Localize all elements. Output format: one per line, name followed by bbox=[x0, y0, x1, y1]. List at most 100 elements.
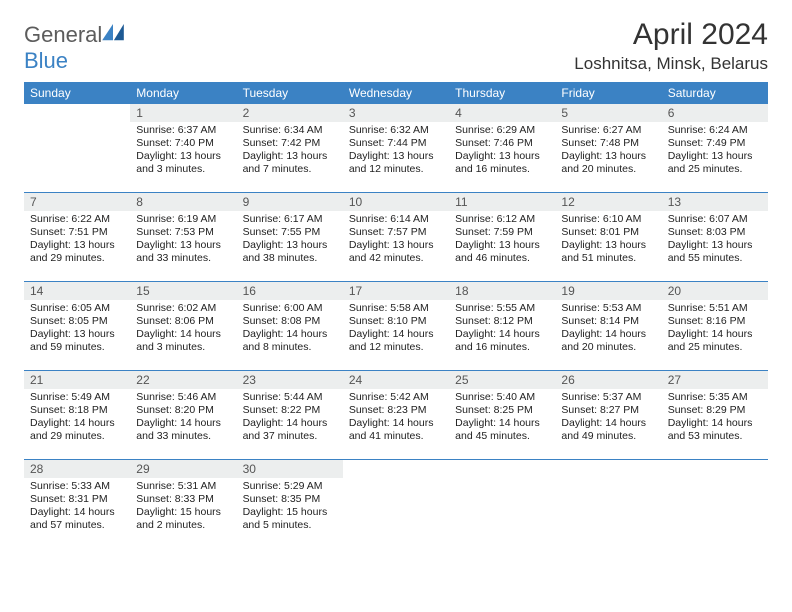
week-row: 21Sunrise: 5:49 AMSunset: 8:18 PMDayligh… bbox=[24, 371, 768, 460]
daylight-text: Daylight: 14 hours and 25 minutes. bbox=[668, 328, 762, 354]
brand-triangle-icon bbox=[102, 24, 124, 42]
day-number: 5 bbox=[555, 104, 661, 122]
sunset-text: Sunset: 8:16 PM bbox=[668, 315, 762, 328]
daylight-text: Daylight: 14 hours and 3 minutes. bbox=[136, 328, 230, 354]
sunrise-text: Sunrise: 6:17 AM bbox=[243, 213, 337, 226]
sunrise-text: Sunrise: 6:37 AM bbox=[136, 124, 230, 137]
day-info: Sunrise: 5:42 AMSunset: 8:23 PMDaylight:… bbox=[343, 389, 449, 448]
day-cell: 18Sunrise: 5:55 AMSunset: 8:12 PMDayligh… bbox=[449, 282, 555, 370]
daylight-text: Daylight: 14 hours and 16 minutes. bbox=[455, 328, 549, 354]
day-cell: 11Sunrise: 6:12 AMSunset: 7:59 PMDayligh… bbox=[449, 193, 555, 281]
daylight-text: Daylight: 14 hours and 8 minutes. bbox=[243, 328, 337, 354]
day-number: 6 bbox=[662, 104, 768, 122]
sunset-text: Sunset: 8:08 PM bbox=[243, 315, 337, 328]
sunrise-text: Sunrise: 6:10 AM bbox=[561, 213, 655, 226]
day-info: Sunrise: 6:07 AMSunset: 8:03 PMDaylight:… bbox=[662, 211, 768, 270]
weeks-container: 1Sunrise: 6:37 AMSunset: 7:40 PMDaylight… bbox=[24, 104, 768, 548]
sunrise-text: Sunrise: 6:14 AM bbox=[349, 213, 443, 226]
sunrise-text: Sunrise: 6:19 AM bbox=[136, 213, 230, 226]
sunset-text: Sunset: 8:12 PM bbox=[455, 315, 549, 328]
sunset-text: Sunset: 8:22 PM bbox=[243, 404, 337, 417]
day-cell: 21Sunrise: 5:49 AMSunset: 8:18 PMDayligh… bbox=[24, 371, 130, 459]
day-number: 8 bbox=[130, 193, 236, 211]
daylight-text: Daylight: 13 hours and 12 minutes. bbox=[349, 150, 443, 176]
day-number: 17 bbox=[343, 282, 449, 300]
day-cell bbox=[343, 460, 449, 548]
day-info: Sunrise: 6:37 AMSunset: 7:40 PMDaylight:… bbox=[130, 122, 236, 181]
day-number: 16 bbox=[237, 282, 343, 300]
month-title: April 2024 bbox=[574, 18, 768, 52]
daylight-text: Daylight: 13 hours and 42 minutes. bbox=[349, 239, 443, 265]
day-cell bbox=[24, 104, 130, 192]
day-cell: 1Sunrise: 6:37 AMSunset: 7:40 PMDaylight… bbox=[130, 104, 236, 192]
brand-name: GeneralBlue bbox=[24, 22, 124, 74]
sunset-text: Sunset: 8:33 PM bbox=[136, 493, 230, 506]
sunset-text: Sunset: 7:53 PM bbox=[136, 226, 230, 239]
daylight-text: Daylight: 13 hours and 55 minutes. bbox=[668, 239, 762, 265]
day-cell bbox=[449, 460, 555, 548]
daylight-text: Daylight: 13 hours and 29 minutes. bbox=[30, 239, 124, 265]
calendar-grid: Sunday Monday Tuesday Wednesday Thursday… bbox=[24, 82, 768, 548]
day-number: 29 bbox=[130, 460, 236, 478]
sunset-text: Sunset: 8:14 PM bbox=[561, 315, 655, 328]
sunrise-text: Sunrise: 5:29 AM bbox=[243, 480, 337, 493]
sunrise-text: Sunrise: 6:12 AM bbox=[455, 213, 549, 226]
sunset-text: Sunset: 8:23 PM bbox=[349, 404, 443, 417]
day-cell: 23Sunrise: 5:44 AMSunset: 8:22 PMDayligh… bbox=[237, 371, 343, 459]
daylight-text: Daylight: 14 hours and 57 minutes. bbox=[30, 506, 124, 532]
day-cell: 27Sunrise: 5:35 AMSunset: 8:29 PMDayligh… bbox=[662, 371, 768, 459]
sunrise-text: Sunrise: 5:40 AM bbox=[455, 391, 549, 404]
daylight-text: Daylight: 15 hours and 5 minutes. bbox=[243, 506, 337, 532]
day-number: 3 bbox=[343, 104, 449, 122]
day-info: Sunrise: 6:32 AMSunset: 7:44 PMDaylight:… bbox=[343, 122, 449, 181]
calendar-page: GeneralBlue April 2024 Loshnitsa, Minsk,… bbox=[0, 0, 792, 548]
sunset-text: Sunset: 8:05 PM bbox=[30, 315, 124, 328]
day-cell: 14Sunrise: 6:05 AMSunset: 8:05 PMDayligh… bbox=[24, 282, 130, 370]
day-cell: 5Sunrise: 6:27 AMSunset: 7:48 PMDaylight… bbox=[555, 104, 661, 192]
day-info: Sunrise: 5:51 AMSunset: 8:16 PMDaylight:… bbox=[662, 300, 768, 359]
sunset-text: Sunset: 7:57 PM bbox=[349, 226, 443, 239]
daylight-text: Daylight: 13 hours and 7 minutes. bbox=[243, 150, 337, 176]
day-number: 2 bbox=[237, 104, 343, 122]
day-info: Sunrise: 6:24 AMSunset: 7:49 PMDaylight:… bbox=[662, 122, 768, 181]
sunset-text: Sunset: 8:25 PM bbox=[455, 404, 549, 417]
day-info: Sunrise: 6:34 AMSunset: 7:42 PMDaylight:… bbox=[237, 122, 343, 181]
week-row: 7Sunrise: 6:22 AMSunset: 7:51 PMDaylight… bbox=[24, 193, 768, 282]
sunrise-text: Sunrise: 5:31 AM bbox=[136, 480, 230, 493]
day-cell bbox=[555, 460, 661, 548]
day-info: Sunrise: 5:49 AMSunset: 8:18 PMDaylight:… bbox=[24, 389, 130, 448]
week-row: 1Sunrise: 6:37 AMSunset: 7:40 PMDaylight… bbox=[24, 104, 768, 193]
sunrise-text: Sunrise: 6:24 AM bbox=[668, 124, 762, 137]
day-cell: 6Sunrise: 6:24 AMSunset: 7:49 PMDaylight… bbox=[662, 104, 768, 192]
day-info: Sunrise: 5:37 AMSunset: 8:27 PMDaylight:… bbox=[555, 389, 661, 448]
week-row: 28Sunrise: 5:33 AMSunset: 8:31 PMDayligh… bbox=[24, 460, 768, 548]
sunrise-text: Sunrise: 5:42 AM bbox=[349, 391, 443, 404]
day-info: Sunrise: 5:29 AMSunset: 8:35 PMDaylight:… bbox=[237, 478, 343, 537]
day-number: 24 bbox=[343, 371, 449, 389]
day-number: 20 bbox=[662, 282, 768, 300]
sunset-text: Sunset: 7:48 PM bbox=[561, 137, 655, 150]
daylight-text: Daylight: 13 hours and 33 minutes. bbox=[136, 239, 230, 265]
day-info: Sunrise: 6:12 AMSunset: 7:59 PMDaylight:… bbox=[449, 211, 555, 270]
sunrise-text: Sunrise: 6:22 AM bbox=[30, 213, 124, 226]
brand-name-2: Blue bbox=[24, 48, 68, 73]
daylight-text: Daylight: 14 hours and 20 minutes. bbox=[561, 328, 655, 354]
daylight-text: Daylight: 13 hours and 59 minutes. bbox=[30, 328, 124, 354]
day-cell: 17Sunrise: 5:58 AMSunset: 8:10 PMDayligh… bbox=[343, 282, 449, 370]
sunrise-text: Sunrise: 5:44 AM bbox=[243, 391, 337, 404]
day-cell: 22Sunrise: 5:46 AMSunset: 8:20 PMDayligh… bbox=[130, 371, 236, 459]
day-info: Sunrise: 5:35 AMSunset: 8:29 PMDaylight:… bbox=[662, 389, 768, 448]
location-text: Loshnitsa, Minsk, Belarus bbox=[574, 54, 768, 74]
day-number: 12 bbox=[555, 193, 661, 211]
day-cell: 26Sunrise: 5:37 AMSunset: 8:27 PMDayligh… bbox=[555, 371, 661, 459]
day-info: Sunrise: 5:55 AMSunset: 8:12 PMDaylight:… bbox=[449, 300, 555, 359]
header: GeneralBlue April 2024 Loshnitsa, Minsk,… bbox=[24, 18, 768, 74]
col-friday: Friday bbox=[555, 82, 661, 104]
day-info: Sunrise: 5:40 AMSunset: 8:25 PMDaylight:… bbox=[449, 389, 555, 448]
col-saturday: Saturday bbox=[662, 82, 768, 104]
day-cell bbox=[662, 460, 768, 548]
sunrise-text: Sunrise: 5:37 AM bbox=[561, 391, 655, 404]
day-number: 11 bbox=[449, 193, 555, 211]
daylight-text: Daylight: 14 hours and 12 minutes. bbox=[349, 328, 443, 354]
sunrise-text: Sunrise: 6:07 AM bbox=[668, 213, 762, 226]
